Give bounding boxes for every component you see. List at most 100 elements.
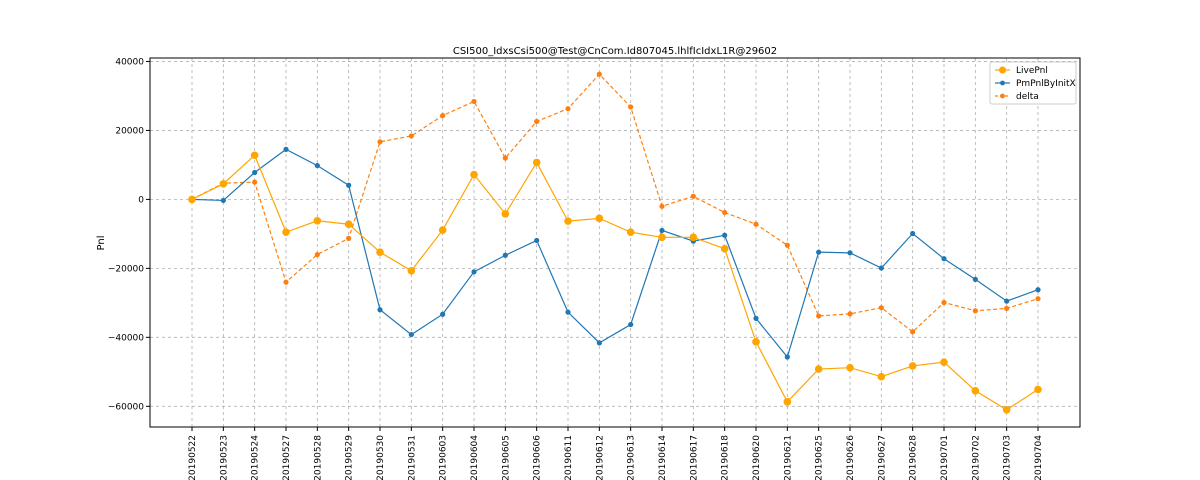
data-point-LivePnl bbox=[470, 170, 478, 179]
data-point-LivePnl bbox=[250, 151, 259, 160]
x-tick-label: 20190627 bbox=[877, 435, 887, 480]
data-point-PmPnlByInitX bbox=[628, 321, 634, 328]
data-point-delta bbox=[408, 133, 414, 139]
data-point-delta bbox=[565, 106, 571, 112]
x-tick-label: 20190617 bbox=[689, 435, 699, 480]
x-tick-label: 20190531 bbox=[407, 435, 417, 480]
x-tick-label: 20190625 bbox=[815, 435, 825, 480]
data-point-LivePnl bbox=[595, 214, 604, 223]
data-point-LivePnl bbox=[940, 358, 948, 366]
legend-label-LivePnl: LivePnl bbox=[1016, 66, 1048, 76]
x-tick-label: 20190603 bbox=[439, 435, 449, 480]
data-point-LivePnl bbox=[752, 338, 760, 346]
y-tick-label: 0 bbox=[138, 195, 144, 205]
series-line-PmPnlByInitX bbox=[191, 148, 1039, 359]
data-point-delta bbox=[753, 221, 759, 227]
x-tick-label: 20190613 bbox=[627, 435, 637, 480]
x-tick-label: 20190530 bbox=[376, 435, 386, 480]
series-line-delta bbox=[191, 73, 1039, 333]
data-point-delta bbox=[502, 155, 508, 161]
data-point-PmPnlByInitX bbox=[941, 256, 947, 262]
x-tick-label: 20190702 bbox=[971, 435, 981, 480]
plot-frame bbox=[149, 57, 1081, 428]
y-tick-label: −20000 bbox=[108, 264, 144, 274]
data-point-LivePnl bbox=[658, 233, 666, 242]
data-point-PmPnlByInitX bbox=[722, 232, 728, 238]
y-axis-label: Pnl bbox=[96, 236, 107, 251]
data-point-delta bbox=[314, 251, 320, 258]
data-point-delta bbox=[941, 299, 947, 306]
data-point-PmPnlByInitX bbox=[314, 162, 320, 169]
data-point-delta bbox=[972, 308, 978, 314]
data-point-LivePnl bbox=[188, 195, 196, 204]
x-tick-label: 20190626 bbox=[846, 435, 856, 480]
x-tick-label: 20190604 bbox=[470, 435, 480, 480]
data-point-delta bbox=[440, 112, 446, 119]
data-point-LivePnl bbox=[1034, 385, 1042, 394]
data-point-PmPnlByInitX bbox=[659, 227, 665, 234]
data-point-PmPnlByInitX bbox=[816, 249, 822, 255]
x-tick-label: 20190522 bbox=[188, 435, 198, 480]
y-tick-label: 20000 bbox=[115, 126, 144, 136]
data-point-LivePnl bbox=[532, 158, 541, 167]
data-point-LivePnl bbox=[720, 244, 729, 253]
data-point-delta bbox=[878, 305, 884, 311]
x-tick-label: 20190621 bbox=[783, 435, 793, 480]
data-point-PmPnlByInitX bbox=[440, 311, 446, 317]
x-tick-label: 20190701 bbox=[940, 435, 950, 480]
data-point-delta bbox=[252, 179, 258, 185]
data-point-LivePnl bbox=[783, 398, 792, 406]
axes: 20190522 20190523 20190524 20190527 20190528… bbox=[108, 57, 1044, 480]
plot-series bbox=[188, 71, 1042, 414]
x-tick-label: 20190618 bbox=[721, 435, 731, 480]
data-point-LivePnl bbox=[626, 228, 635, 236]
data-point-delta bbox=[596, 71, 602, 77]
data-point-PmPnlByInitX bbox=[471, 269, 477, 275]
data-point-LivePnl bbox=[282, 228, 290, 236]
x-tick-label: 20190611 bbox=[564, 435, 574, 480]
x-tick-label: 20190612 bbox=[595, 435, 605, 480]
data-point-PmPnlByInitX bbox=[784, 354, 790, 360]
data-point-delta bbox=[283, 279, 289, 285]
x-tick-label: 20190524 bbox=[251, 435, 261, 480]
x-tick-label: 20190606 bbox=[533, 435, 543, 480]
legend: LivePnl PmPnlByInitX delta bbox=[989, 61, 1077, 105]
data-point-LivePnl bbox=[376, 248, 384, 256]
legend-marker-PmPnlByInitX bbox=[1000, 80, 1005, 86]
legend-marker-LivePnl bbox=[999, 66, 1006, 74]
data-point-PmPnlByInitX bbox=[1035, 287, 1041, 293]
data-point-LivePnl bbox=[219, 180, 228, 188]
data-point-delta bbox=[910, 329, 916, 335]
data-point-delta bbox=[628, 104, 634, 110]
y-tick-label: 40000 bbox=[115, 57, 144, 67]
y-tick-label: −40000 bbox=[108, 333, 144, 343]
data-point-delta bbox=[784, 242, 790, 248]
data-point-LivePnl bbox=[689, 233, 698, 242]
data-point-PmPnlByInitX bbox=[878, 265, 884, 271]
data-point-PmPnlByInitX bbox=[408, 331, 414, 338]
data-point-delta bbox=[534, 118, 540, 125]
data-point-delta bbox=[1004, 305, 1010, 311]
data-point-delta bbox=[722, 209, 728, 216]
data-point-delta bbox=[346, 235, 352, 241]
data-point-PmPnlByInitX bbox=[972, 276, 978, 282]
data-point-delta bbox=[847, 311, 853, 317]
legend-box bbox=[989, 61, 1077, 105]
data-point-delta bbox=[377, 139, 383, 145]
x-tick-label: 20190620 bbox=[752, 435, 762, 480]
legend-label-delta: delta bbox=[1016, 92, 1039, 102]
data-point-PmPnlByInitX bbox=[910, 230, 916, 237]
data-point-PmPnlByInitX bbox=[596, 340, 602, 346]
data-point-PmPnlByInitX bbox=[502, 252, 508, 258]
data-point-LivePnl bbox=[438, 226, 447, 234]
data-point-LivePnl bbox=[1002, 405, 1011, 414]
x-tick-label: 20190527 bbox=[282, 435, 292, 480]
data-point-PmPnlByInitX bbox=[753, 315, 759, 321]
data-point-LivePnl bbox=[344, 220, 353, 229]
data-point-PmPnlByInitX bbox=[847, 250, 853, 256]
data-point-LivePnl bbox=[313, 216, 322, 225]
data-point-LivePnl bbox=[877, 372, 886, 381]
x-tick-label: 20190704 bbox=[1034, 435, 1044, 480]
data-point-LivePnl bbox=[564, 217, 572, 225]
